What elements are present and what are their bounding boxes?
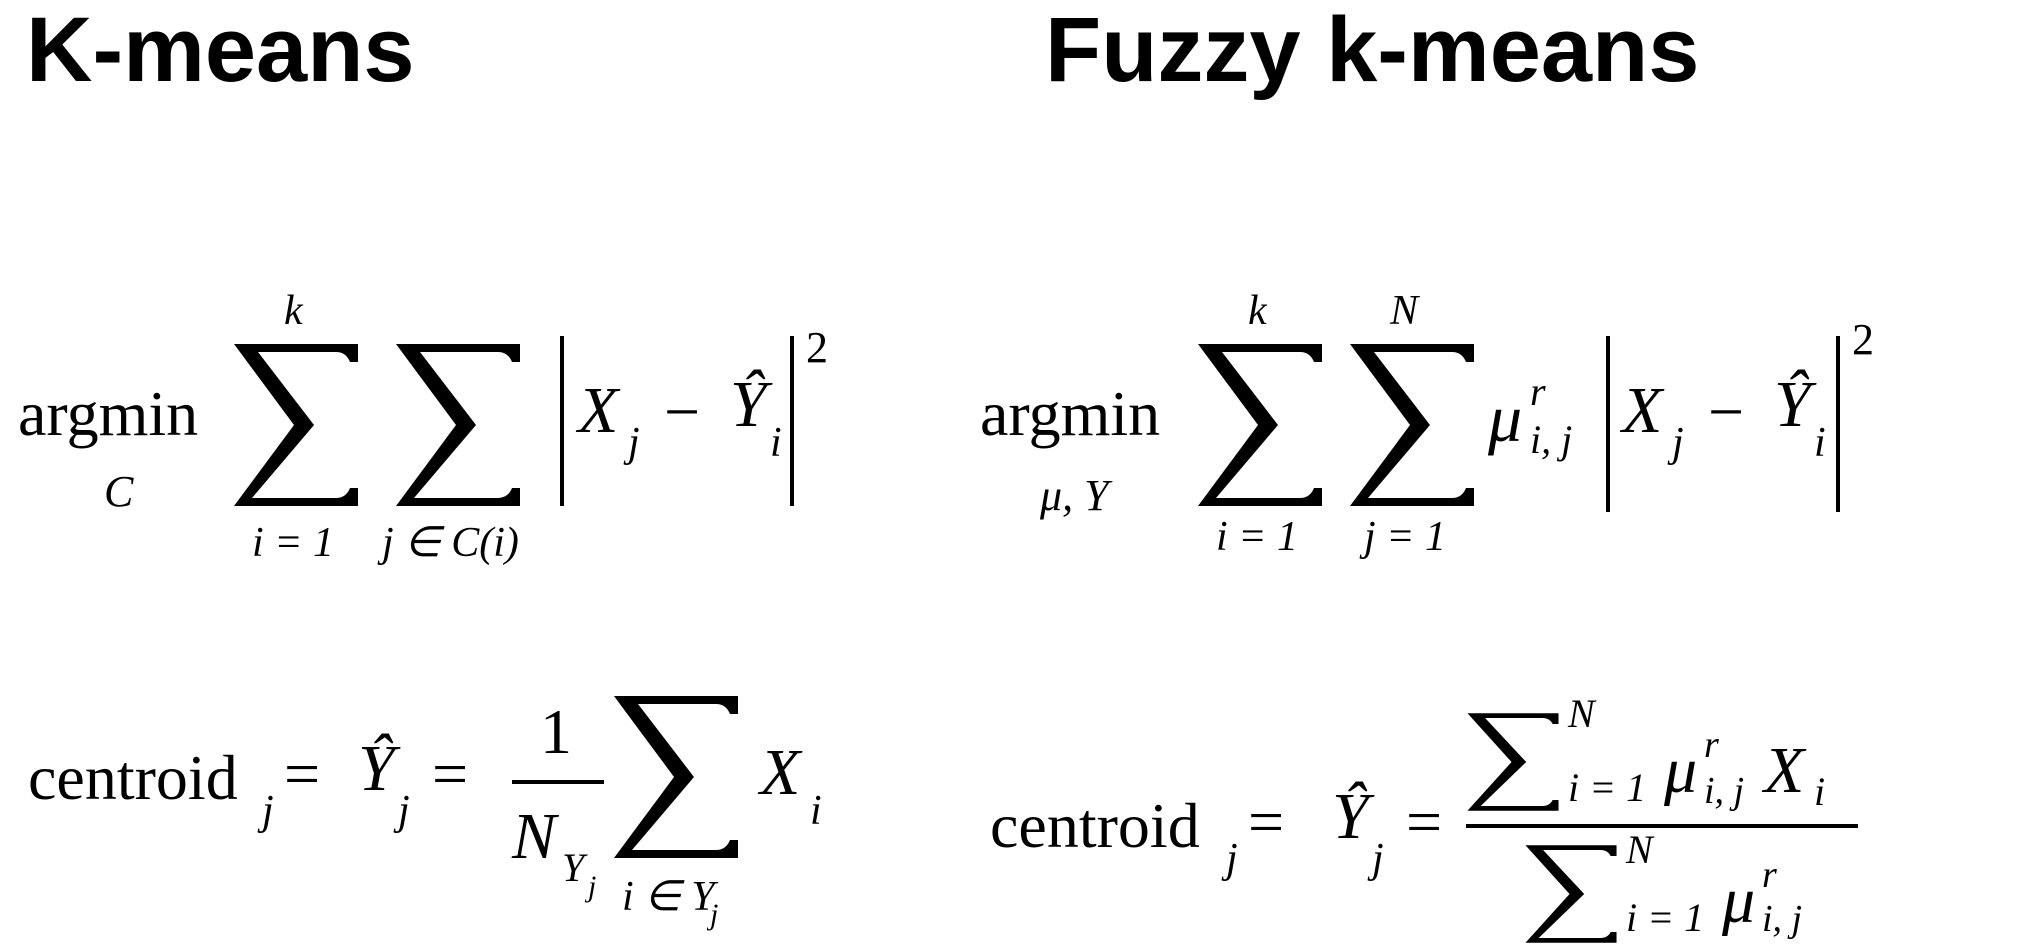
sum-lower-limit: i ∈ Y — [622, 874, 715, 920]
minus-sign: − — [664, 376, 701, 447]
y-hat: Ŷ — [1332, 780, 1369, 853]
exponent: 2 — [806, 323, 828, 372]
equals-1: = — [1248, 786, 1285, 857]
equals-2: = — [1406, 786, 1443, 857]
term-y-subscript: i — [1814, 420, 1826, 466]
term-y-hat: Ŷ — [1774, 368, 1811, 441]
membership-weight-superscript: r — [1530, 369, 1546, 414]
argmin-operator: argmin — [18, 378, 199, 449]
numerator-sum-upper-limit: N — [1568, 691, 1595, 736]
membership-weight-subscript: i, j — [1530, 417, 1573, 462]
argmin-subscript: C — [104, 467, 134, 516]
sum1-lower-limit: i = 1 — [1216, 514, 1299, 560]
equals-2: = — [432, 738, 469, 809]
argmin-operator: argmin — [980, 378, 1161, 449]
y-hat: Ŷ — [358, 732, 395, 805]
norm-left-bar — [1606, 336, 1610, 512]
term-x: X — [578, 374, 619, 447]
centroid-label: centroid — [990, 790, 1200, 861]
summation-1-icon — [234, 344, 358, 506]
denominator-sum-upper-limit: N — [1626, 827, 1653, 872]
numerator-sum-lower-limit: i = 1 — [1568, 765, 1647, 810]
term-x: X — [1622, 374, 1663, 447]
norm-right-bar — [1836, 336, 1840, 512]
sum1-upper-limit: k — [284, 288, 303, 334]
denominator-weight-superscript: r — [1762, 854, 1777, 896]
numerator-weight-subscript: i, j — [1704, 770, 1745, 812]
y-hat-subscript: j — [398, 788, 410, 834]
summation-2-icon — [396, 344, 520, 506]
kmeans-heading: K-means — [26, 0, 415, 101]
denominator-weight: μ — [1722, 864, 1756, 937]
denominator-weight-subscript: i, j — [1762, 898, 1803, 940]
fraction-denominator-subsubscript: j — [588, 870, 597, 903]
centroid-label: centroid — [28, 742, 238, 813]
numerator-weight-superscript: r — [1704, 724, 1719, 766]
numerator-weight: μ — [1664, 734, 1698, 807]
equals-1: = — [284, 738, 321, 809]
term-x: X — [760, 736, 801, 809]
fraction-numerator: 1 — [540, 696, 572, 767]
fraction-denominator-subscript: Y — [562, 845, 585, 890]
term-x-subscript: i — [810, 788, 822, 834]
term-y-hat: Ŷ — [730, 368, 767, 441]
centroid-subscript: j — [262, 788, 274, 834]
term-x-subscript: j — [1672, 420, 1684, 466]
norm-left-bar — [560, 336, 564, 506]
sum-lower-limit-subscript: j — [710, 898, 719, 931]
summation-2-icon — [1350, 344, 1474, 506]
fraction-denominator: N — [512, 800, 557, 873]
sum1-lower-limit: i = 1 — [252, 520, 335, 566]
sum2-upper-limit: N — [1390, 288, 1419, 334]
centroid-subscript: j — [1226, 836, 1238, 882]
summation-1-icon — [1198, 344, 1322, 506]
denominator-sum-lower-limit: i = 1 — [1626, 895, 1705, 940]
y-hat-subscript: j — [1372, 836, 1384, 882]
numerator-summation-icon — [1467, 713, 1559, 811]
membership-weight: μ — [1488, 380, 1523, 456]
summation-icon — [614, 696, 738, 858]
fraction-bar — [1466, 824, 1858, 828]
fraction-bar — [512, 780, 604, 784]
minus-sign: − — [1708, 376, 1745, 447]
numerator-term-x-subscript: i — [1814, 769, 1826, 814]
term-y-subscript: i — [770, 420, 782, 466]
exponent: 2 — [1852, 315, 1874, 364]
numerator-term-x: X — [1764, 734, 1805, 807]
denominator-summation-icon — [1525, 845, 1617, 943]
norm-right-bar — [790, 336, 794, 506]
sum2-lower-limit: j ∈ C(i) — [382, 520, 519, 566]
sum1-upper-limit: k — [1248, 288, 1267, 334]
sum2-lower-limit: j = 1 — [1364, 514, 1447, 560]
term-x-subscript: j — [628, 420, 640, 466]
argmin-subscript: μ, Y — [1040, 471, 1109, 520]
fuzzy-kmeans-heading: Fuzzy k-means — [1045, 0, 1700, 101]
